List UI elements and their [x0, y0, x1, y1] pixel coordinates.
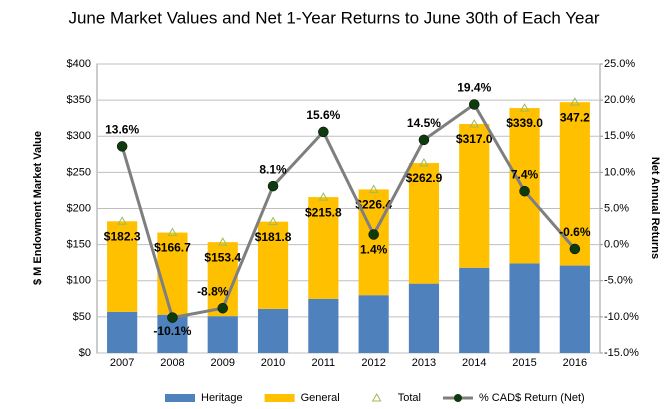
return-label: 13.6%: [105, 123, 139, 137]
bar-segment: [559, 102, 590, 266]
total-marker: [217, 237, 228, 246]
x-tick-label: 2014: [462, 357, 486, 369]
bar-segment: [257, 221, 289, 309]
return-label: 8.1%: [259, 162, 287, 176]
legend-swatch: [165, 394, 195, 402]
x-tick-label: 2012: [361, 357, 385, 369]
total-marker: [368, 184, 379, 193]
bar-segment: [207, 316, 238, 353]
return-marker: [569, 243, 581, 255]
y-tick-label: $100: [67, 275, 91, 287]
y2-tick-label: 15.0%: [604, 130, 635, 142]
y-tick-label: $400: [67, 58, 91, 70]
bar-segment: [559, 265, 590, 353]
total-label: $181.8: [255, 230, 292, 244]
legend-swatch: [371, 392, 382, 402]
legend-swatch: [453, 394, 462, 402]
bar-segment: [308, 197, 339, 299]
return-marker: [167, 312, 178, 323]
y-tick-label: $0: [79, 347, 91, 359]
return-line: [120, 102, 576, 320]
return-marker: [418, 134, 430, 146]
legend-label: % CAD$ Return (Net): [479, 392, 585, 404]
y-tick-label: $200: [67, 202, 91, 214]
legend-swatch: [264, 394, 295, 402]
bar-segment: [107, 311, 138, 353]
x-tick-label: 2007: [110, 357, 134, 369]
total-label: $226.4: [355, 198, 392, 212]
bar-segment: [107, 221, 138, 312]
bar-segment: [408, 163, 440, 284]
y-tick-label: $300: [67, 130, 91, 142]
y2-tick-label: 0.0%: [604, 239, 629, 251]
total-marker: [268, 216, 278, 226]
y2-tick-label: 5.0%: [604, 202, 629, 214]
total-label: 347.2: [560, 110, 590, 124]
x-tick-label: 2013: [412, 357, 436, 369]
legend-label: Heritage: [201, 392, 243, 404]
bar-segment: [358, 189, 389, 296]
bar-segment: [157, 232, 188, 315]
return-label: -0.6%: [559, 225, 591, 239]
x-tick-label: 2016: [563, 357, 587, 369]
bar-segment: [308, 298, 339, 353]
return-marker: [368, 229, 379, 240]
return-marker: [318, 126, 329, 138]
total-marker: [318, 192, 329, 201]
total-marker: [469, 118, 480, 128]
return-label: 7.4%: [511, 167, 539, 181]
x-tick-label: 2010: [261, 357, 285, 369]
total-label: $317.0: [456, 132, 493, 146]
total-marker: [167, 227, 178, 237]
return-label: 14.5%: [407, 116, 441, 130]
y-axis-label: $ M Endowment Market Value: [32, 131, 44, 285]
legend-label: General: [301, 392, 340, 404]
y2-tick-label: 25.0%: [604, 58, 635, 70]
return-label: -8.8%: [197, 284, 229, 298]
return-label: 19.4%: [457, 81, 491, 95]
legend-label: Total: [398, 392, 421, 404]
total-marker: [569, 97, 580, 106]
y2-tick-label: 20.0%: [604, 94, 635, 106]
bar-segment: [459, 267, 490, 353]
bar-segment: [408, 283, 440, 353]
y-tick-label: $350: [67, 94, 91, 106]
return-label: 1.4%: [360, 243, 388, 257]
y2-tick-label: -15.0%: [604, 347, 639, 359]
x-tick-label: 2008: [160, 357, 184, 369]
total-label: $153.4: [204, 250, 241, 264]
y2-tick-label: -5.0%: [604, 275, 633, 287]
x-tick-label: 2015: [512, 357, 536, 369]
y-tick-label: $250: [67, 166, 91, 178]
return-marker: [217, 302, 228, 314]
return-label: 15.6%: [306, 108, 340, 122]
return-marker: [519, 185, 530, 197]
total-label: $182.3: [104, 229, 141, 243]
total-label: $166.7: [154, 241, 191, 255]
y-tick-label: $150: [67, 239, 91, 251]
y2-tick-label: -10.0%: [604, 311, 639, 323]
return-label: -10.1%: [153, 324, 191, 338]
bar-segment: [257, 308, 289, 353]
total-marker: [519, 103, 530, 112]
y2-axis-label: Net Annual Returns: [649, 157, 661, 259]
x-tick-label: 2011: [312, 357, 336, 369]
bar-segment: [509, 263, 540, 353]
return-marker: [469, 99, 480, 110]
return-marker: [116, 141, 128, 152]
chart-title: June Market Values and Net 1-Year Return…: [68, 8, 599, 27]
total-marker: [117, 216, 128, 225]
y-tick-label: $50: [73, 311, 91, 323]
bar-segment: [459, 123, 490, 268]
total-label: $339.0: [506, 116, 543, 130]
total-marker: [419, 158, 429, 167]
y2-tick-label: 10.0%: [604, 166, 635, 178]
x-tick-label: 2009: [211, 357, 235, 369]
bar-segment: [509, 108, 540, 264]
bar-segment: [358, 295, 389, 353]
total-label: $262.9: [406, 171, 443, 185]
total-label: $215.8: [305, 205, 342, 219]
return-marker: [267, 180, 279, 192]
